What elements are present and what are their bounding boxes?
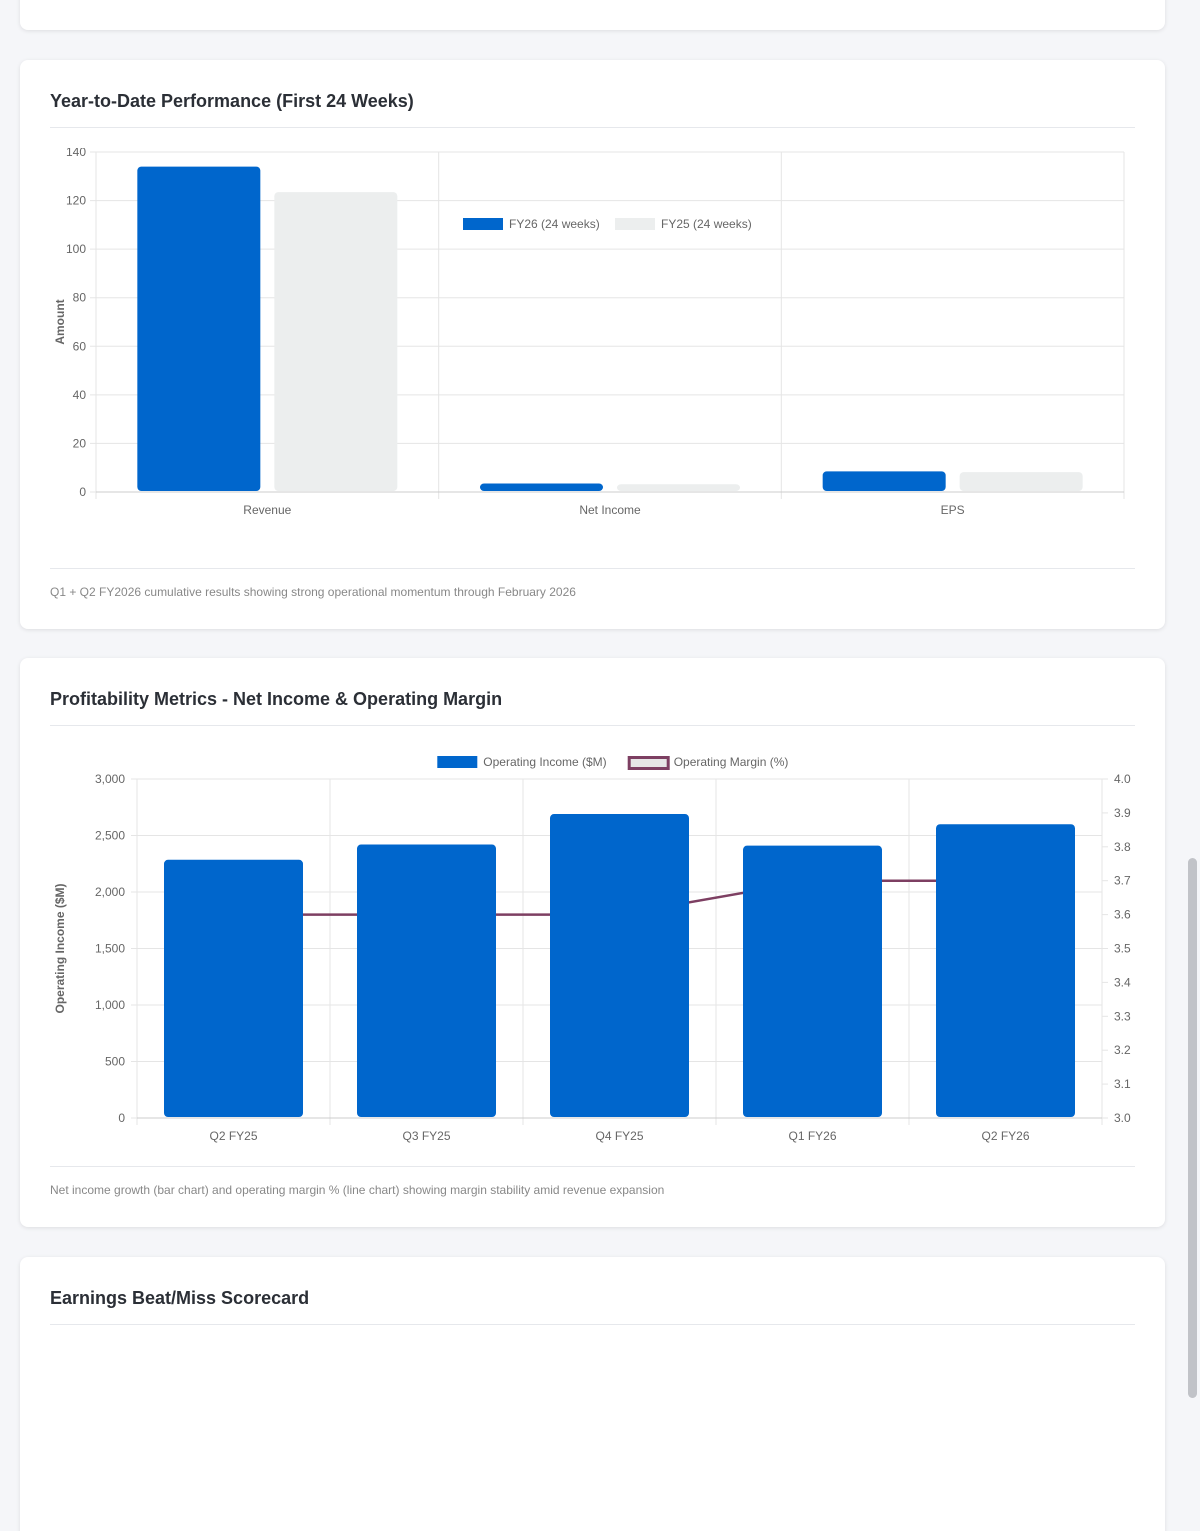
profitability-card: Profitability Metrics - Net Income & Ope… xyxy=(20,658,1165,1227)
legend-label: Operating Margin (%) xyxy=(674,755,789,769)
ytd-caption-divider xyxy=(50,568,1135,569)
profitability-chart: 0 500 1,000 1,500 2,000 2,500 3,000 3.0 3.1 3.2 3.… xyxy=(53,755,1131,1143)
page-scrollbar-thumb[interactable] xyxy=(1188,858,1197,1398)
y-tick-label: 1,000 xyxy=(95,998,125,1012)
bar-fy25-24-weeks-eps xyxy=(959,472,1083,491)
previous-card xyxy=(20,0,1165,30)
ytd-chart: 0 20 40 60 80 100 120 140 Revenue Net Income EPS Am… xyxy=(53,148,1125,517)
y-tick-label: 2,000 xyxy=(95,885,125,899)
x-tick-label: Q1 FY26 xyxy=(788,1129,836,1143)
y-tick-label: 120 xyxy=(66,194,86,208)
bar-fy26-24-weeks-eps xyxy=(822,471,946,491)
legend-swatch-operating-margin xyxy=(627,756,670,770)
y-tick-label: 0 xyxy=(118,1111,125,1125)
scorecard-card-divider xyxy=(50,1324,1135,1325)
legend-swatch-operating-income-m xyxy=(437,756,478,768)
y-tick-label: 60 xyxy=(73,339,87,353)
bar-fy26-24-weeks-revenue xyxy=(137,166,261,492)
bar-fy26-24-weeks-net-income xyxy=(480,483,603,491)
y-tick-label: 80 xyxy=(73,291,87,305)
legend-label: Operating Income ($M) xyxy=(483,755,606,769)
legend-swatch-fy25-24-weeks xyxy=(615,218,655,230)
profit-card-title: Profitability Metrics - Net Income & Ope… xyxy=(50,689,503,709)
legend-swatch-fy26-24-weeks xyxy=(463,218,503,230)
y-tick-label: 40 xyxy=(73,388,87,402)
x-tick-label: Q2 FY25 xyxy=(209,1129,257,1143)
x-tick-label: Revenue xyxy=(243,503,291,517)
legend-label: FY25 (24 weeks) xyxy=(661,217,752,231)
y2-tick-label: 3.1 xyxy=(1114,1077,1131,1091)
x-tick-label: Q2 FY26 xyxy=(981,1129,1029,1143)
bar-operating-income-q3-fy25 xyxy=(357,844,496,1117)
y-tick-label: 20 xyxy=(73,436,87,450)
y2-tick-label: 3.8 xyxy=(1114,840,1131,854)
y-tick-label: 500 xyxy=(105,1055,125,1069)
y2-tick-label: 3.4 xyxy=(1114,975,1131,989)
scorecard-card: Earnings Beat/Miss Scorecard xyxy=(20,1257,1165,1531)
y2-tick-label: 3.7 xyxy=(1114,874,1131,888)
y2-tick-label: 3.9 xyxy=(1114,806,1131,820)
x-tick-label: Net Income xyxy=(579,503,641,517)
y-tick-label: 140 xyxy=(66,148,86,159)
x-tick-label: Q4 FY25 xyxy=(595,1129,643,1143)
ytd-performance-card: Year-to-Date Performance (First 24 Weeks… xyxy=(20,60,1165,629)
profit-card-caption: Net income growth (bar chart) and operat… xyxy=(50,1183,665,1197)
bar-operating-income-q1-fy26 xyxy=(743,845,882,1117)
ytd-card-title: Year-to-Date Performance (First 24 Weeks… xyxy=(50,91,414,111)
y2-tick-label: 3.0 xyxy=(1114,1111,1131,1125)
bar-fy25-24-weeks-revenue xyxy=(274,192,398,492)
y-tick-label: 2,500 xyxy=(95,829,125,843)
ytd-card-caption: Q1 + Q2 FY2026 cumulative results showin… xyxy=(50,585,576,599)
y-tick-label: 0 xyxy=(79,485,86,499)
bar-fy25-24-weeks-net-income xyxy=(617,484,740,491)
bar-operating-income-q4-fy25 xyxy=(550,814,689,1117)
x-tick-label: EPS xyxy=(941,503,965,517)
y2-tick-label: 3.6 xyxy=(1114,908,1131,922)
y-tick-label: 1,500 xyxy=(95,942,125,956)
y2-tick-label: 4.0 xyxy=(1114,772,1131,786)
legend-label: FY26 (24 weeks) xyxy=(509,217,600,231)
y2-tick-label: 3.3 xyxy=(1114,1009,1131,1023)
y2-tick-label: 3.5 xyxy=(1114,942,1131,956)
scorecard-card-title: Earnings Beat/Miss Scorecard xyxy=(50,1288,310,1308)
y2-tick-label: 3.2 xyxy=(1114,1043,1131,1057)
y-tick-label: 3,000 xyxy=(95,772,125,786)
profit-caption-divider xyxy=(50,1166,1135,1167)
y-axis-title: Amount xyxy=(53,299,67,344)
ytd-card-divider xyxy=(50,127,1135,128)
bar-operating-income-q2-fy25 xyxy=(164,859,303,1117)
y-tick-label: 100 xyxy=(66,242,86,256)
x-tick-label: Q3 FY25 xyxy=(402,1129,450,1143)
y-axis-title: Operating Income ($M) xyxy=(53,883,67,1013)
bar-operating-income-q2-fy26 xyxy=(936,824,1075,1117)
profit-card-divider xyxy=(50,725,1135,726)
